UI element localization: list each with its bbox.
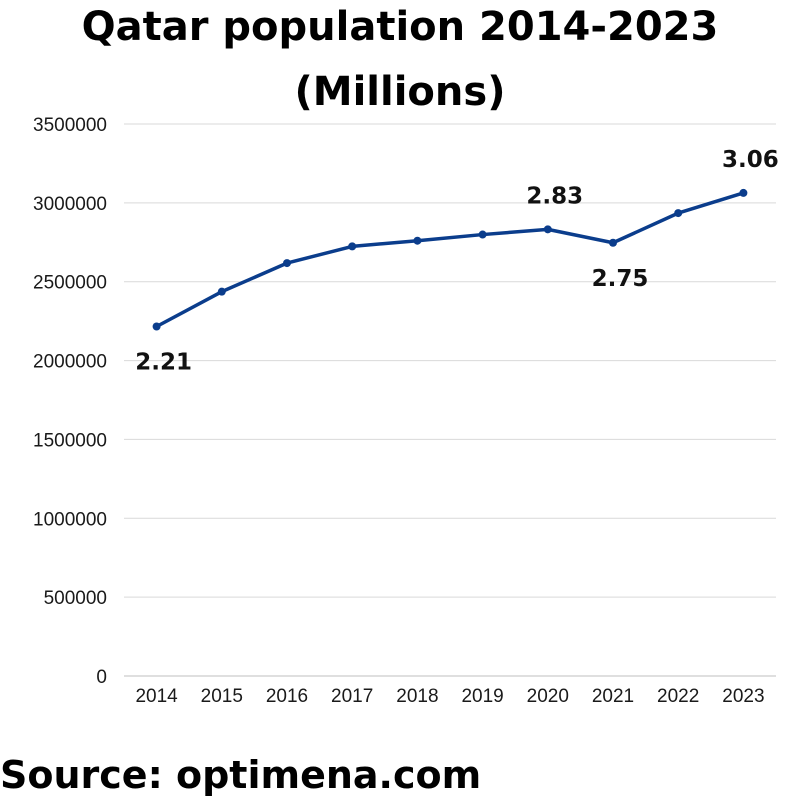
source-caption: Source: optimena.com	[0, 753, 481, 797]
data-point	[543, 225, 552, 234]
data-label: 3.06	[722, 147, 779, 173]
data-point	[348, 242, 357, 251]
data-point	[283, 259, 291, 268]
x-tick-label: 2017	[331, 686, 373, 707]
y-tick-label: 1000000	[33, 509, 107, 530]
series-line	[154, 191, 746, 329]
population-series	[152, 188, 748, 331]
data-labels: 2.21 2.83 2.75 3.06	[135, 147, 779, 376]
x-tick-label: 2015	[201, 686, 243, 707]
gridlines	[124, 123, 776, 677]
data-label: 2.75	[592, 266, 649, 292]
y-axis-tick-labels: 0 500000 1000000 1500000 2000000 2500000 30000…	[33, 115, 107, 688]
data-point	[674, 209, 683, 218]
y-tick-label: 2500000	[33, 273, 107, 294]
y-tick-label: 500000	[44, 588, 107, 609]
x-tick-label: 2020	[527, 686, 569, 707]
data-point	[413, 236, 422, 245]
x-tick-label: 2019	[461, 686, 503, 707]
data-point	[217, 287, 226, 296]
data-label: 2.83	[526, 183, 583, 209]
chart-title: Qatar population 2014-2023 (Millions)	[82, 4, 719, 115]
data-point	[739, 188, 748, 197]
x-tick-label: 2016	[266, 686, 308, 707]
y-tick-label: 1500000	[33, 430, 107, 451]
y-tick-label: 2000000	[33, 352, 107, 373]
x-tick-label: 2018	[396, 686, 438, 707]
x-axis-tick-labels: 2014 2015 2016 2017 2018 2019 2020 2021 2022 2023	[135, 686, 764, 707]
x-tick-label: 2022	[657, 686, 699, 707]
x-tick-label: 2014	[135, 686, 178, 707]
chart-title-line-1: Qatar population 2014-2023	[82, 4, 719, 50]
chart-title-line-2: (Millions)	[295, 69, 506, 115]
x-tick-label: 2021	[592, 686, 634, 707]
data-point	[609, 238, 617, 247]
y-tick-label: 3500000	[33, 115, 107, 136]
data-point	[152, 322, 161, 331]
x-tick-label: 2023	[722, 686, 764, 707]
y-tick-label: 0	[96, 667, 107, 688]
data-point	[478, 230, 487, 239]
y-tick-label: 3000000	[33, 194, 107, 215]
data-label: 2.21	[135, 350, 192, 376]
